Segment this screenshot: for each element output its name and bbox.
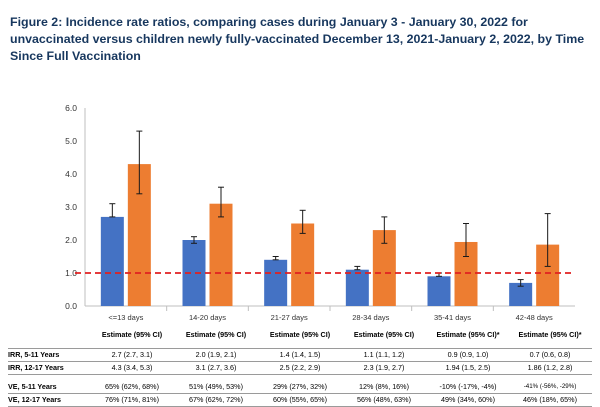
bar-12-17 [372,230,396,306]
bar-5-11 [100,216,124,306]
table-row: IRR, 12-17 Years 4.3 (3.4, 5.3) 3.1 (2.7… [8,362,592,375]
bar-12-17 [454,241,478,306]
bar-chart: 0.0 1.0 2.0 3.0 4.0 5.0 6.0 <=13 days 14-20 day… [65,103,575,322]
table-row: VE, 12-17 Years 76% (71%, 81%) 67% (62%,… [8,394,592,407]
x-tick-label: <=13 days [108,313,143,322]
bar-12-17 [127,164,151,306]
y-tick-label: 3.0 [65,202,77,212]
y-tick-label: 2.0 [65,235,77,245]
table-header-row: Estimate (95% CI) Estimate (95% CI) Esti… [8,330,592,348]
table-cell: 0.9 (0.9, 1.0) [447,350,489,359]
y-tick-label: 0.0 [65,301,77,311]
bars-layer [75,130,575,306]
row-label: IRR, 12-17 Years [8,363,64,372]
table-cell: 2.0 (1.9, 2.1) [195,350,237,359]
table-header: Estimate (95% CI)* [436,330,500,339]
table-cell: 3.1 (2.7, 3.6) [195,363,237,372]
table-cell: 2.3 (1.9, 2.7) [363,363,405,372]
x-tick-label: 21-27 days [271,313,308,322]
bar-5-11 [264,259,288,306]
table-row: IRR, 5-11 Years 2.7 (2.7, 3.1) 2.0 (1.9,… [8,348,592,362]
table-cell: 65% (62%, 68%) [105,382,159,391]
table-cell: 51% (49%, 53%) [189,382,243,391]
estimates-table: Estimate (95% CI) Estimate (95% CI) Esti… [8,330,592,407]
bar-12-17 [291,223,315,306]
y-tick-label: 5.0 [65,136,77,146]
table-cell: 1.1 (1.1, 1.2) [363,350,405,359]
table-header: Estimate (95% CI) [269,330,331,339]
table-row: VE, 5-11 Years 65% (62%, 68%) 51% (49%, … [8,381,592,394]
bar-5-11 [182,240,206,306]
x-tick-label: 28-34 days [352,313,389,322]
table-cell: 0.7 (0.6, 0.8) [529,350,571,359]
table-header: Estimate (95% CI) [185,330,247,339]
row-label: VE, 5-11 Years [8,382,57,391]
bar-12-17 [536,244,560,306]
table-cell: -10% (-17%, -4%) [439,382,497,391]
table-header: Estimate (95% CI)* [518,330,582,339]
y-tick-label: 6.0 [65,103,77,113]
table-cell: 12% (8%, 16%) [359,382,409,391]
x-tick-label: 35-41 days [434,313,471,322]
table-cell: 2.5 (2.2, 2.9) [279,363,321,372]
bar-5-11 [345,269,369,306]
table-cell: 1.4 (1.4, 1.5) [279,350,321,359]
table-cell: 29% (27%, 32%) [273,382,327,391]
table-cell: -41% (-56%, -29%) [523,383,577,390]
row-label: IRR, 5-11 Years [8,350,60,359]
x-tick-label: 42-48 days [516,313,553,322]
y-tick-label: 1.0 [65,268,77,278]
table-cell: 2.7 (2.7, 3.1) [111,350,153,359]
y-tick-label: 4.0 [65,169,77,179]
x-tick-label: 14-20 days [189,313,226,322]
table-cell: 4.3 (3.4, 5.3) [111,363,153,372]
table-cell: 1.94 (1.5, 2.5) [445,363,491,372]
y-axis: 0.0 1.0 2.0 3.0 4.0 5.0 6.0 [65,103,575,311]
bar-5-11 [427,276,451,306]
bar-5-11 [509,282,533,306]
table-header: Estimate (95% CI) [353,330,415,339]
table-header: Estimate (95% CI) [101,330,163,339]
bar-12-17 [209,203,233,306]
table-cell: 1.86 (1.2, 2.8) [527,363,573,372]
x-axis: <=13 days 14-20 days 21-27 days 28-34 days 3… [108,313,553,322]
figure-title: Figure 2: Incidence rate ratios, compari… [10,15,585,63]
